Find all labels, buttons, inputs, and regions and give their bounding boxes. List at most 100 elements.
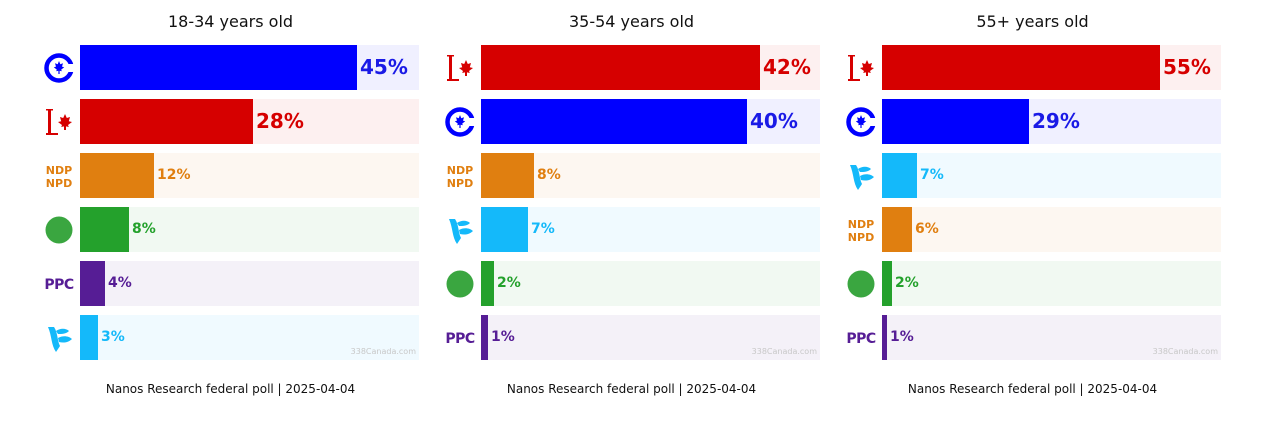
data-label: 40% — [750, 109, 798, 133]
data-label: 8% — [132, 221, 156, 237]
bar-track: 1% — [481, 315, 820, 360]
bar — [80, 45, 357, 90]
watermark: 338Canada.com — [1152, 347, 1218, 356]
bar — [882, 261, 892, 306]
bar-track: 1% — [882, 315, 1221, 360]
data-label: 1% — [890, 329, 914, 345]
panel-title: 55+ years old — [976, 12, 1089, 31]
bar-row: 2% — [844, 261, 1245, 306]
svg-text:NDP: NDP — [848, 218, 874, 231]
bar — [80, 207, 129, 252]
bar-row: 8% — [42, 207, 443, 252]
party-logo: NDP NPD — [844, 207, 878, 252]
bar-track: 42% — [481, 45, 820, 90]
party-logo — [443, 207, 477, 252]
green-logo-icon — [45, 216, 73, 243]
bar-row: 28% — [42, 99, 443, 144]
data-label: 7% — [920, 167, 944, 183]
bar-track: 40% — [481, 99, 820, 144]
data-label: 42% — [763, 55, 811, 79]
bar — [481, 315, 488, 360]
bar-track: 7% — [481, 207, 820, 252]
bar — [481, 261, 494, 306]
bq-logo-icon — [48, 326, 72, 352]
bar — [882, 45, 1160, 90]
green-logo-icon — [446, 270, 474, 297]
party-logo: PPC — [42, 261, 76, 306]
bq-logo-icon — [850, 164, 874, 190]
bar-track: 2% — [481, 261, 820, 306]
bar-track: 8% — [481, 153, 820, 198]
bar — [481, 45, 760, 90]
party-logo — [443, 45, 477, 90]
svg-text:PPC: PPC — [846, 331, 876, 347]
data-label: 3% — [101, 329, 125, 345]
svg-text:NDP: NDP — [46, 164, 72, 177]
panel-title: 18-34 years old — [167, 12, 294, 31]
svg-text:PPC: PPC — [445, 331, 475, 347]
bar — [882, 315, 887, 360]
ppc-logo-icon: PPC — [846, 331, 876, 347]
bar — [80, 315, 98, 360]
ppc-logo-icon: PPC — [445, 331, 475, 347]
bq-logo-icon — [449, 218, 473, 244]
bar-row: 7% — [443, 207, 844, 252]
source-caption: Nanos Research federal poll | 2025-04-04 — [105, 382, 356, 396]
bar-row: 42% — [443, 45, 844, 90]
data-label: 4% — [108, 275, 132, 291]
chart-panel: 55+ years old 55% 29% 7% NDP NPD 6% 2% PPC 1% 338C… — [844, 0, 1245, 445]
data-label: 8% — [537, 167, 561, 183]
party-logo — [42, 99, 76, 144]
lpc-logo-icon — [46, 108, 72, 135]
bar-track: 45% — [80, 45, 419, 90]
cpc-logo-icon — [846, 106, 877, 137]
data-label: 2% — [497, 275, 521, 291]
data-label: 12% — [157, 167, 191, 183]
chart-panel: 35-54 years old 42% 40% NDP NPD 8% 7% 2% PPC 1% 33… — [443, 0, 844, 445]
bar — [481, 99, 747, 144]
bar-row: 45% — [42, 45, 443, 90]
lpc-logo-icon — [848, 54, 874, 81]
bar-track: 8% — [80, 207, 419, 252]
bar — [882, 99, 1029, 144]
panel-title: 35-54 years old — [568, 12, 695, 31]
bar-track: 55% — [882, 45, 1221, 90]
lpc-logo-icon — [447, 54, 473, 81]
data-label: 2% — [895, 275, 919, 291]
bar-row: PPC 1% — [443, 315, 844, 360]
green-logo-icon — [847, 270, 875, 297]
watermark: 338Canada.com — [751, 347, 817, 356]
bar-row: 29% — [844, 99, 1245, 144]
data-label: 55% — [1163, 55, 1211, 79]
cpc-logo-icon — [44, 52, 75, 83]
bar-track: 2% — [882, 261, 1221, 306]
source-caption: Nanos Research federal poll | 2025-04-04 — [506, 382, 757, 396]
bar — [481, 153, 534, 198]
bar-track: 7% — [882, 153, 1221, 198]
party-logo — [42, 315, 76, 360]
party-logo: PPC — [443, 315, 477, 360]
bar-row: NDP NPD 6% — [844, 207, 1245, 252]
bar-row: 7% — [844, 153, 1245, 198]
bar-row: 3% — [42, 315, 443, 360]
bar — [882, 207, 912, 252]
party-logo: PPC — [844, 315, 878, 360]
bar-track: 28% — [80, 99, 419, 144]
bar — [80, 99, 253, 144]
bar-row: 55% — [844, 45, 1245, 90]
bar-track: 6% — [882, 207, 1221, 252]
chart-panel: 18-34 years old 45% 28% NDP NPD 12% 8% PPC 4% 3% 3… — [42, 0, 443, 445]
bar — [80, 153, 154, 198]
svg-text:NPD: NPD — [447, 177, 473, 190]
cpc-logo-icon — [445, 106, 476, 137]
svg-text:NPD: NPD — [848, 231, 874, 244]
party-logo — [844, 261, 878, 306]
ppc-logo-icon: PPC — [44, 277, 74, 293]
bar-row: PPC 4% — [42, 261, 443, 306]
bar-row: NDP NPD 12% — [42, 153, 443, 198]
bar-row: PPC 1% — [844, 315, 1245, 360]
party-logo — [42, 45, 76, 90]
